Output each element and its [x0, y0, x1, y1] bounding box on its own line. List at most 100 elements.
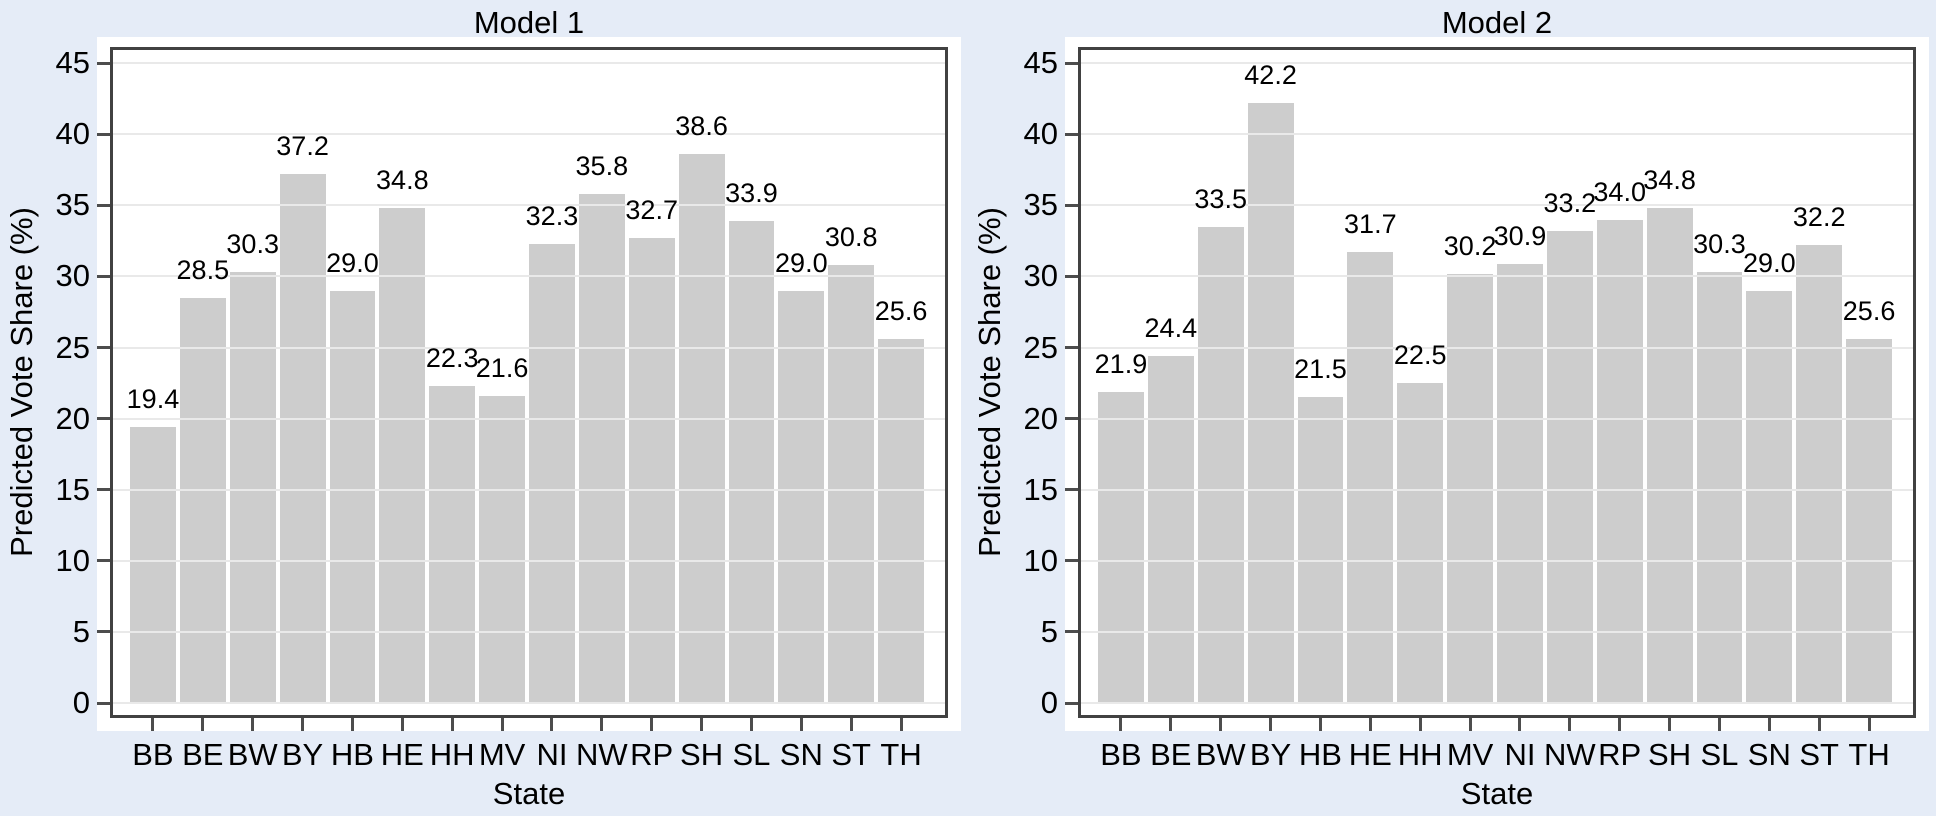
- x-axis-tick: [1518, 718, 1522, 731]
- x-axis-tick: [1119, 718, 1123, 731]
- x-tick-label: BY: [1249, 737, 1292, 772]
- y-tick-label: 30: [1023, 258, 1058, 294]
- bar-value-label: 34.8: [1643, 165, 1696, 195]
- bar-HB: [1297, 397, 1344, 703]
- bar-SL: [728, 221, 775, 703]
- y-tick-label: 10: [55, 542, 90, 578]
- x-axis-tick: [1219, 718, 1223, 731]
- y-axis-tick: [97, 701, 110, 705]
- y-tick-label: 5: [1040, 613, 1058, 649]
- y-tick-label: 0: [1040, 685, 1058, 720]
- bar-value-label: 30.8: [824, 222, 878, 252]
- x-axis-label: State: [492, 776, 566, 811]
- y-tick-label: 45: [55, 45, 90, 81]
- bar-value-label: 34.0: [1593, 177, 1646, 207]
- bar-value-label: 34.8: [376, 165, 429, 195]
- chart-title: Model 1: [473, 5, 585, 40]
- bar-value-label: 29.0: [1743, 248, 1796, 278]
- gridline: [113, 346, 945, 349]
- plot-panel: 19.4 28.5 30.3 37.2 29.0 34.8 22.3 21.6 32.3 35.8…: [110, 47, 948, 718]
- bar-value-label: 35.8: [575, 151, 629, 181]
- gridline: [113, 275, 945, 278]
- gridline: [1081, 417, 1913, 420]
- bar-value-label: 30.2: [1443, 231, 1497, 261]
- x-tick-label: NW: [1543, 737, 1596, 772]
- bar-value-label: 31.7: [1344, 209, 1397, 239]
- x-axis-tick: [550, 718, 554, 731]
- y-axis-tick: [97, 630, 110, 634]
- bar-value-label: 37.2: [276, 131, 329, 161]
- bar-ST: [828, 265, 875, 703]
- x-tick-label: ST: [1799, 737, 1839, 772]
- gridline: [1081, 702, 1913, 704]
- bar-SN: [778, 291, 825, 703]
- bar-RP: [1596, 220, 1643, 703]
- chart-model-2: Model 2 21.9 24.4 33.5 42.2 21.5 31.7 22.5 30.2…: [968, 0, 1936, 816]
- bar-value-label: 33.2: [1543, 188, 1597, 218]
- bar-SH: [1646, 208, 1693, 703]
- bar-value-label: 38.6: [675, 111, 728, 141]
- bar-NW: [578, 194, 625, 703]
- x-tick-label: RP: [1598, 737, 1642, 772]
- bar-value-label: 25.6: [1842, 296, 1896, 326]
- bar-value-label: 29.0: [326, 248, 379, 278]
- x-axis-label: State: [1460, 776, 1534, 811]
- x-tick-label: RP: [630, 737, 674, 772]
- y-axis-tick: [97, 61, 110, 65]
- bar-SL: [1696, 272, 1743, 703]
- gridline: [113, 630, 945, 633]
- x-axis-tick: [151, 718, 155, 731]
- x-tick-label: SL: [732, 737, 771, 772]
- bar-value-label: 24.4: [1144, 313, 1198, 343]
- bar-value-label: 33.9: [725, 178, 778, 208]
- y-axis-label: Predicted Vote Share (%): [972, 207, 1007, 557]
- bar-BE: [1147, 356, 1194, 703]
- bar-value-label: 29.0: [775, 248, 828, 278]
- gridline: [113, 702, 945, 704]
- y-axis-tick: [1065, 559, 1078, 563]
- bar-value-label: 30.9: [1493, 221, 1547, 251]
- gridline: [113, 488, 945, 491]
- x-axis-tick: [1817, 718, 1821, 731]
- y-tick-label: 0: [72, 685, 90, 720]
- y-axis-tick: [97, 417, 110, 421]
- y-axis-tick: [97, 559, 110, 563]
- y-tick-label: 15: [55, 471, 90, 507]
- x-tick-label: SL: [1700, 737, 1739, 772]
- bar-MV: [479, 396, 525, 703]
- bar-RP: [628, 238, 675, 703]
- gridline: [1081, 559, 1913, 562]
- x-tick-label: SN: [1747, 737, 1791, 772]
- x-tick-label: BE: [182, 737, 224, 772]
- bar-value-label: 30.3: [1693, 229, 1746, 259]
- y-tick-label: 15: [1023, 471, 1058, 507]
- y-axis-tick: [1065, 132, 1078, 136]
- y-tick-label: 35: [1023, 187, 1058, 223]
- gridline: [113, 133, 945, 136]
- bar-HB: [329, 291, 376, 703]
- y-tick-label: 45: [1023, 45, 1058, 81]
- gridline: [113, 559, 945, 562]
- bar-value-label: 22.5: [1393, 340, 1447, 370]
- x-axis-tick: [899, 718, 903, 731]
- x-axis-tick: [849, 718, 853, 731]
- y-axis-tick: [1065, 346, 1078, 349]
- x-tick-label: HH: [429, 737, 475, 772]
- gridline: [1081, 204, 1913, 207]
- x-axis-tick: [799, 718, 803, 731]
- x-tick-label: BB: [132, 737, 174, 772]
- bar-value-label: 30.3: [226, 229, 279, 259]
- y-tick-label: 35: [55, 187, 90, 223]
- x-tick-label: NI: [536, 737, 568, 772]
- bar-TH: [878, 339, 924, 703]
- bar-HE: [1347, 252, 1394, 703]
- gridline: [113, 204, 945, 207]
- y-tick-label: 30: [55, 258, 90, 294]
- chart-title: Model 2: [1441, 5, 1553, 40]
- x-axis-tick: [1169, 718, 1173, 731]
- x-axis-tick: [1867, 718, 1871, 731]
- x-axis-tick: [1418, 718, 1422, 731]
- y-axis-tick: [1065, 630, 1078, 634]
- bar-SN: [1746, 291, 1793, 703]
- x-axis-tick: [1568, 718, 1572, 731]
